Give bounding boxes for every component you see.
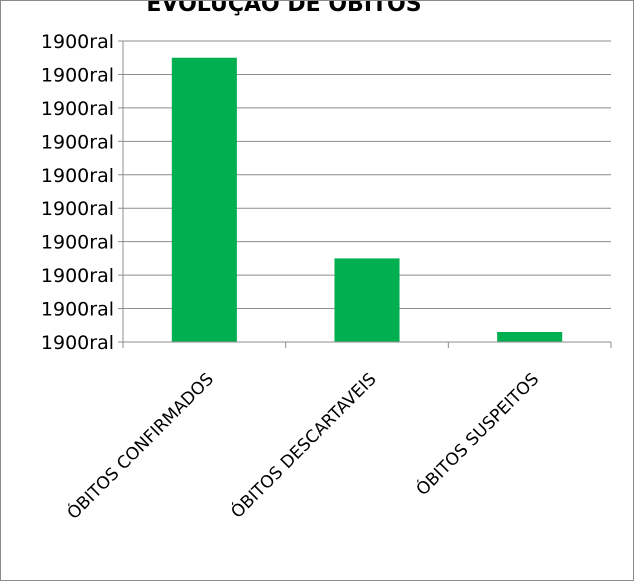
category-labels: ÓBITOS CONFIRMADOS ÓBITOS DESCARTAVEIS ÓBI…	[62, 368, 543, 524]
category-label: ÓBITOS CONFIRMADOS	[62, 368, 218, 524]
category-label: ÓBITOS DESCARTAVEIS	[226, 368, 381, 523]
bar	[171, 57, 237, 342]
chart-title: EVOLUÇÃO DE ÓBITOS	[146, 1, 421, 17]
y-tick-label: 1900ral	[41, 98, 114, 120]
y-tick-label: 1900ral	[41, 198, 114, 220]
y-tick-label: 1900ral	[41, 64, 114, 86]
y-tick-label: 1900ral	[41, 332, 114, 354]
bar	[334, 258, 400, 342]
y-tick-label: 1900ral	[41, 131, 114, 153]
axes	[122, 41, 612, 348]
bars	[171, 57, 563, 342]
y-tick-label: 1900ral	[41, 232, 114, 254]
bar	[497, 331, 563, 342]
y-tick-label: 1900ral	[41, 31, 114, 53]
category-label: ÓBITOS SUSPEITOS	[411, 368, 543, 500]
y-tick-label: 1900ral	[41, 299, 114, 321]
y-tick-label: 1900ral	[41, 165, 114, 187]
y-tick-label: 1900ral	[41, 265, 114, 287]
y-tick-labels: 1900ral 1900ral 1900ral 1900ral 1900ral 1900r…	[41, 31, 123, 354]
